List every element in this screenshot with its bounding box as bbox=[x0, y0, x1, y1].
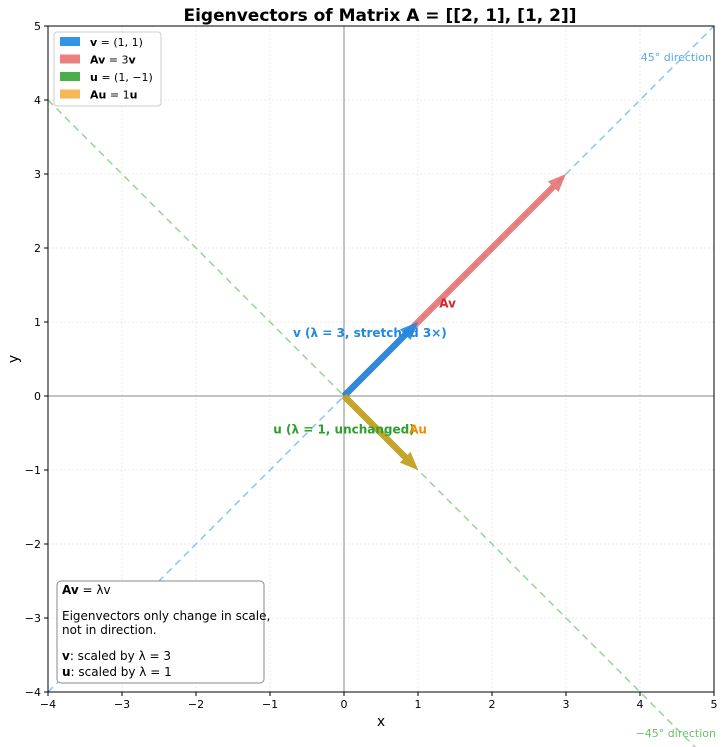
info-line-1: Av = λv bbox=[62, 583, 111, 597]
y-tick-label: −2 bbox=[25, 538, 41, 551]
legend-swatch-u bbox=[60, 72, 80, 81]
vector-annotations: Av v (λ = 3, stretched 3×) u (λ = 1, uncha… bbox=[273, 297, 456, 437]
x-axis-label: x bbox=[377, 714, 385, 730]
x-tick-label: 2 bbox=[489, 698, 496, 711]
annotation-Av: Av bbox=[439, 297, 456, 311]
legend-swatch-v bbox=[60, 37, 80, 46]
x-tick-label: −4 bbox=[40, 698, 56, 711]
x-ticks: −4 −3 −2 −1 0 1 2 3 4 5 bbox=[40, 692, 718, 711]
ref-label-pos: 45° direction bbox=[641, 51, 712, 64]
info-box-frame bbox=[56, 580, 265, 684]
info-box: Av = λv Eigenvectors only change in scal… bbox=[56, 580, 270, 684]
legend-label-Au: Au = 1u bbox=[90, 89, 137, 102]
y-tick-label: 3 bbox=[34, 168, 41, 181]
legend-label-v: v = (1, 1) bbox=[90, 36, 143, 49]
chart-title: Eigenvectors of Matrix A = [[2, 1], [1, … bbox=[183, 6, 576, 26]
y-ticks: −4 −3 −2 −1 0 1 2 3 4 5 bbox=[25, 20, 48, 699]
legend: v = (1, 1) Av = 3v u = (1, −1) Au = 1u bbox=[53, 31, 162, 107]
x-tick-label: −3 bbox=[114, 698, 130, 711]
legend-swatch-Av bbox=[60, 54, 80, 64]
y-axis-label: y bbox=[6, 355, 22, 363]
x-tick-label: 5 bbox=[711, 698, 718, 711]
x-tick-label: 4 bbox=[637, 698, 644, 711]
x-tick-label: −1 bbox=[262, 698, 278, 711]
x-tick-label: −2 bbox=[188, 698, 204, 711]
ref-label-neg: −45° direction bbox=[636, 727, 716, 740]
vector-Au bbox=[341, 393, 418, 470]
vector-v bbox=[341, 322, 418, 399]
legend-label-Av: Av = 3v bbox=[90, 54, 137, 67]
x-tick-label: 1 bbox=[415, 698, 422, 711]
y-tick-label: −1 bbox=[25, 464, 41, 477]
y-tick-label: −4 bbox=[25, 686, 41, 699]
vectors bbox=[341, 174, 566, 470]
info-line-4: v: scaled by λ = 3 bbox=[62, 649, 171, 663]
info-line-3: not in direction. bbox=[62, 623, 157, 637]
y-tick-label: −3 bbox=[25, 612, 41, 625]
annotation-Au: Au bbox=[409, 422, 427, 436]
x-tick-label: 0 bbox=[341, 698, 348, 711]
y-tick-label: 2 bbox=[34, 242, 41, 255]
x-tick-label: 3 bbox=[563, 698, 570, 711]
y-tick-label: 0 bbox=[34, 390, 41, 403]
y-tick-label: 5 bbox=[34, 20, 41, 33]
axis-zero-lines bbox=[48, 26, 714, 692]
legend-label-u: u = (1, −1) bbox=[90, 71, 153, 84]
y-tick-label: 1 bbox=[34, 316, 41, 329]
legend-swatch-Au bbox=[60, 89, 80, 99]
plot-frame bbox=[47, 25, 715, 693]
annotation-u: u (λ = 1, unchanged) bbox=[273, 422, 414, 436]
info-line-2: Eigenvectors only change in scale, bbox=[62, 609, 270, 623]
y-tick-label: 4 bbox=[34, 94, 41, 107]
info-line-5: u: scaled by λ = 1 bbox=[62, 665, 172, 679]
annotation-v: v (λ = 3, stretched 3×) bbox=[293, 326, 447, 340]
legend-box bbox=[53, 31, 162, 107]
